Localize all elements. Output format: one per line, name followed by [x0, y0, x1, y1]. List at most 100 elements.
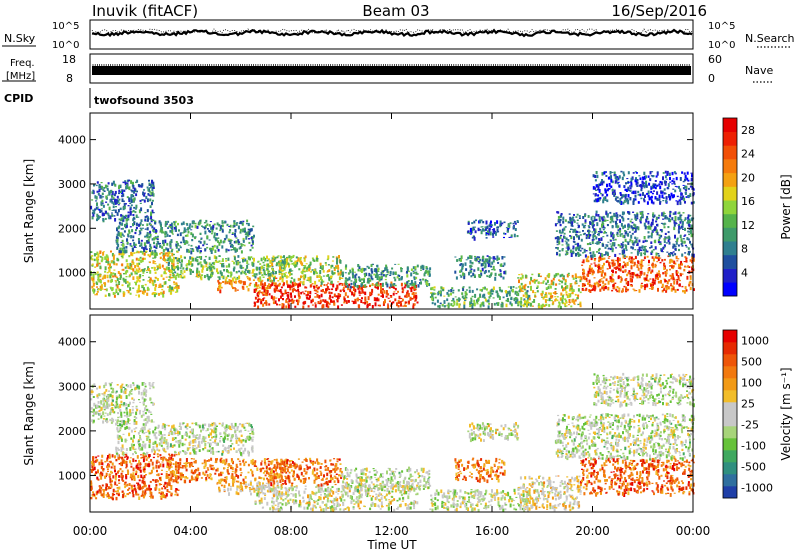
velocity-colorbar-tick: -1000 [741, 482, 773, 495]
power-colorbar-swatch [723, 200, 737, 215]
power-frame [89, 112, 694, 310]
time-tick-label: 12:00 [374, 524, 409, 538]
velocity-colorbar-tick: 1000 [741, 335, 769, 348]
time-tick-label: 08:00 [274, 524, 309, 538]
velocity-colorbar-swatch [723, 462, 737, 475]
velocity-colorbar-tick: -100 [741, 440, 766, 453]
velocity-colorbar-label: Velocity [m s⁻¹] [779, 367, 793, 460]
velocity-ylabel: Slant Range [km] [22, 361, 36, 465]
noise-panel-frame [89, 19, 694, 50]
power-echo-region [592, 170, 695, 206]
velocity-colorbar-tick: -25 [741, 419, 759, 432]
power-ytick-label: 2000 [58, 222, 86, 235]
nsky-label: N.Sky [4, 32, 36, 45]
power-echo-region [554, 210, 695, 259]
cpid-label: CPID [4, 92, 33, 105]
power-colorbar-swatch [723, 268, 737, 283]
power-colorbar-swatch [723, 118, 737, 132]
cpid-value: twofsound 3503 [94, 94, 194, 107]
power-echo-region [115, 219, 255, 255]
velocity-colorbar-swatch [723, 486, 737, 499]
power-colorbar-tick: 16 [741, 195, 755, 208]
velocity-ytick-label: 2000 [58, 425, 86, 438]
velocity-colorbar-tick: 500 [741, 356, 762, 369]
power-colorbar-tick: 20 [741, 171, 755, 184]
power-colorbar-swatch [723, 241, 737, 256]
velocity-echo-region [115, 422, 255, 457]
date-title: 16/Sep/2016 [611, 2, 707, 20]
velocity-echo-region [341, 466, 432, 493]
power-colorbar-label: Power [dB] [779, 174, 793, 239]
velocity-colorbar-swatch [723, 378, 737, 391]
power-ytick-label: 4000 [58, 134, 86, 147]
nave-label: Nave [745, 64, 773, 77]
power-colorbar-swatch [723, 254, 737, 269]
nsearch-label: N.Search [745, 32, 795, 45]
power-echo-region [90, 179, 155, 223]
time-tick-label: 00:00 [73, 524, 108, 538]
power-echo-region [429, 286, 531, 309]
velocity-colorbar-frame [722, 329, 738, 499]
nave-bar [92, 66, 691, 75]
velocity-colorbar: 1000 500 100 25 -25 -100 -500 -1000 Velocity [m … [722, 329, 793, 499]
freq-tick-bottom: 8 [66, 72, 73, 85]
velocity-echo-region [592, 372, 695, 408]
velocity-panel: 1000 2000 3000 4000 Slant Range [km] [22, 314, 695, 513]
noise-tick-right-bottom: 10^0 [708, 40, 735, 51]
velocity-colorbar-swatch [723, 390, 737, 403]
power-echo-region [454, 255, 507, 281]
time-tick-label: 16:00 [475, 524, 510, 538]
power-echo-region [466, 219, 519, 241]
noise-tick-left-bottom: 10^0 [52, 40, 79, 51]
velocity-colorbar-tick: -500 [741, 461, 766, 474]
power-colorbar-swatch [723, 282, 737, 297]
power-colorbar-swatch [723, 172, 737, 187]
power-ytick-label: 1000 [58, 267, 86, 280]
power-echo-region [580, 255, 695, 294]
power-echo-region [341, 263, 432, 289]
velocity-ytick-label: 4000 [58, 336, 86, 349]
velocity-echo-region [90, 382, 155, 425]
velocity-echo-region [554, 413, 695, 461]
power-colorbar-tick: 12 [741, 219, 755, 232]
noise-tick-right-top: 10^5 [708, 21, 735, 32]
nave-tick-bottom: 0 [708, 72, 715, 85]
power-colorbar-swatch [723, 159, 737, 174]
power-ylabel: Slant Range [km] [22, 159, 36, 263]
velocity-ytick-label: 1000 [58, 469, 86, 482]
power-data [90, 170, 695, 310]
power-echo-region [517, 272, 582, 310]
time-tick-label: 04:00 [173, 524, 208, 538]
power-colorbar-swatch [723, 131, 737, 146]
power-colorbar-tick: 4 [741, 266, 748, 279]
noise-tick-left-top: 10^5 [52, 21, 79, 32]
time-tick-label: 00:00 [676, 524, 711, 538]
power-echo-region [90, 250, 180, 298]
power-colorbar-tick: 28 [741, 124, 755, 137]
velocity-echo-region [467, 422, 520, 443]
power-colorbar-tick: 24 [741, 148, 755, 161]
noise-sky-trace [91, 28, 693, 38]
x-axis-title: Time UT [366, 538, 417, 552]
velocity-echo-region [429, 488, 531, 513]
velocity-echo-region [454, 457, 506, 484]
beam-title: Beam 03 [362, 2, 429, 20]
power-colorbar-frame [722, 117, 738, 297]
freq-tick-top: 18 [62, 53, 76, 66]
freq-label-line2: [MHz] [6, 71, 35, 82]
power-colorbar-swatch [723, 213, 737, 228]
velocity-colorbar-swatch [723, 438, 737, 451]
nave-tick-top: 60 [708, 53, 722, 66]
power-colorbar-swatch [723, 227, 737, 242]
velocity-echo-region [267, 457, 343, 487]
velocity-colorbar-swatch [723, 450, 737, 463]
noise-search-trace [91, 28, 693, 34]
velocity-colorbar-swatch [723, 474, 737, 487]
velocity-echo-region [254, 484, 419, 513]
velocity-echo-region [579, 457, 695, 497]
time-tick-label: 20:00 [575, 524, 610, 538]
power-echo-region [165, 255, 293, 281]
velocity-colorbar-swatch [723, 414, 737, 427]
velocity-colorbar-tick: 25 [741, 398, 755, 411]
